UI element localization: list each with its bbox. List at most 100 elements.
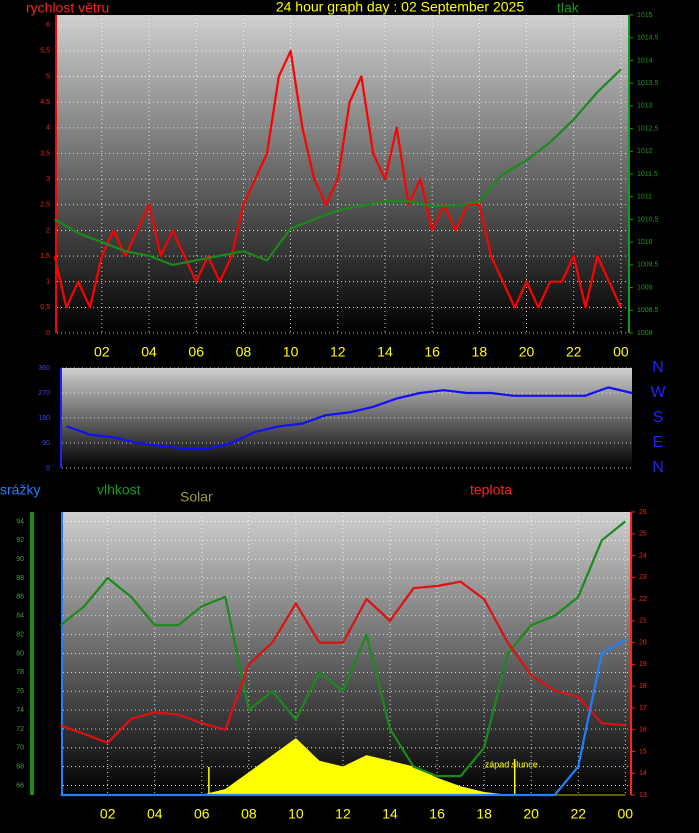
y2-tick-label: 19 bbox=[639, 661, 647, 668]
x-tick-label: 12 bbox=[335, 806, 351, 822]
y-tick-label: 1 bbox=[46, 279, 50, 286]
x-tick-label: 00 bbox=[618, 806, 634, 822]
x-tick-label: 02 bbox=[100, 806, 116, 822]
y2-tick-label: 17 bbox=[639, 705, 647, 712]
x-tick-label: 00 bbox=[613, 344, 629, 360]
humidity-axis bbox=[30, 512, 34, 795]
y-tick-label: 4,5 bbox=[40, 99, 50, 106]
y-tick-label: 92 bbox=[16, 537, 24, 544]
direction-label: N bbox=[652, 359, 664, 376]
y2-tick-label: 13 bbox=[639, 792, 647, 799]
plot-area bbox=[63, 512, 630, 795]
y2-tick-label: 1012,5 bbox=[637, 125, 659, 132]
x-tick-label: 08 bbox=[241, 806, 257, 822]
x-tick-label: 14 bbox=[377, 344, 393, 360]
plot-area bbox=[57, 15, 628, 333]
y-tick-label: 360 bbox=[38, 365, 50, 372]
x-tick-label: 02 bbox=[94, 344, 110, 360]
y2-tick-label: 18 bbox=[639, 683, 647, 690]
direction-label: W bbox=[650, 384, 666, 401]
y2-tick-label: 1014,5 bbox=[637, 35, 659, 42]
x-tick-label: 16 bbox=[424, 344, 440, 360]
y-tick-label: 2 bbox=[46, 227, 50, 234]
x-tick-label: 22 bbox=[566, 344, 582, 360]
y-tick-label: 3 bbox=[46, 176, 50, 183]
y-tick-label: 72 bbox=[16, 726, 24, 733]
y-tick-label: 5 bbox=[46, 73, 50, 80]
x-tick-label: 20 bbox=[519, 344, 535, 360]
x-tick-label: 06 bbox=[194, 806, 210, 822]
solar-label: Solar bbox=[180, 489, 213, 505]
line bbox=[66, 386, 633, 450]
line bbox=[53, 49, 622, 309]
x-tick-label: 06 bbox=[188, 344, 204, 360]
y2-tick-label: 1014 bbox=[637, 57, 653, 64]
y-tick-label: 66 bbox=[16, 782, 24, 789]
y2-tick-label: 1012 bbox=[637, 148, 653, 155]
y-tick-label: 82 bbox=[16, 631, 24, 638]
y-tick-label: 1,5 bbox=[40, 253, 50, 260]
y2-tick-label: 1010,5 bbox=[637, 216, 659, 223]
y-tick-label: 0,5 bbox=[40, 304, 50, 311]
x-tick-label: 20 bbox=[523, 806, 539, 822]
y2-tick-label: 1009,5 bbox=[637, 262, 659, 269]
y2-tick-label: 1011 bbox=[637, 194, 652, 201]
y-tick-label: 90 bbox=[42, 440, 50, 447]
humidity-label: vlhkost bbox=[97, 482, 141, 498]
line bbox=[60, 638, 626, 797]
y2-tick-label: 1008 bbox=[637, 330, 653, 337]
direction-label: N bbox=[652, 459, 664, 476]
x-tick-label: 08 bbox=[236, 344, 252, 360]
x-tick-label: 10 bbox=[288, 806, 304, 822]
y2-tick-label: 1015 bbox=[637, 12, 653, 19]
direction-label: S bbox=[653, 409, 664, 426]
y-tick-label: 4 bbox=[46, 125, 50, 132]
y2-tick-label: 1008,5 bbox=[637, 307, 659, 314]
y-tick-label: 70 bbox=[16, 745, 24, 752]
x-tick-label: 16 bbox=[429, 806, 445, 822]
y-tick-label: 6 bbox=[46, 22, 50, 29]
y-tick-label: 0 bbox=[46, 330, 50, 337]
y2-tick-label: 1010 bbox=[637, 239, 653, 246]
y-tick-label: 74 bbox=[16, 707, 24, 714]
y2-tick-label: 1009 bbox=[637, 284, 653, 291]
y2-tick-label: 26 bbox=[639, 509, 647, 516]
y2-tick-label: 22 bbox=[639, 596, 647, 603]
y2-tick-label: 25 bbox=[639, 531, 647, 538]
y-tick-label: 78 bbox=[16, 669, 24, 676]
y-tick-label: 68 bbox=[16, 764, 24, 771]
x-tick-label: 12 bbox=[330, 344, 346, 360]
direction-label: E bbox=[653, 434, 664, 451]
y2-tick-label: 1013,5 bbox=[637, 80, 659, 87]
y-tick-label: 90 bbox=[16, 556, 24, 563]
y2-tick-label: 16 bbox=[639, 727, 647, 734]
y2-tick-label: 24 bbox=[639, 552, 647, 559]
y2-tick-label: 20 bbox=[639, 639, 647, 646]
y-tick-label: 5,5 bbox=[40, 48, 50, 55]
x-tick-label: 14 bbox=[382, 806, 398, 822]
y-tick-label: 0 bbox=[46, 465, 50, 472]
x-tick-label: 10 bbox=[283, 344, 299, 360]
x-tick-label: 18 bbox=[472, 344, 488, 360]
y-tick-label: 84 bbox=[16, 613, 24, 620]
y2-tick-label: 15 bbox=[639, 748, 647, 755]
chart-title: 24 hour graph day : 02 September 2025 bbox=[276, 0, 525, 15]
y-tick-label: 270 bbox=[38, 390, 50, 397]
y-tick-label: 2,5 bbox=[40, 202, 50, 209]
y-tick-label: 76 bbox=[16, 688, 24, 695]
y-tick-label: 88 bbox=[16, 575, 24, 582]
annotation: západ slunce bbox=[485, 759, 538, 769]
temperature-label: teplota bbox=[470, 482, 512, 498]
y2-tick-label: 1013 bbox=[637, 103, 653, 110]
y-tick-label: 86 bbox=[16, 594, 24, 601]
x-tick-label: 04 bbox=[141, 344, 157, 360]
x-tick-label: 04 bbox=[147, 806, 163, 822]
y-tick-label: 3,5 bbox=[40, 150, 50, 157]
y2-tick-label: 21 bbox=[639, 618, 647, 625]
y2-tick-label: 14 bbox=[639, 770, 647, 777]
pressure-label: tlak bbox=[557, 0, 580, 16]
wind-label: rychlost větru bbox=[26, 0, 109, 16]
y2-tick-label: 1011,5 bbox=[637, 171, 658, 178]
line bbox=[54, 68, 622, 266]
